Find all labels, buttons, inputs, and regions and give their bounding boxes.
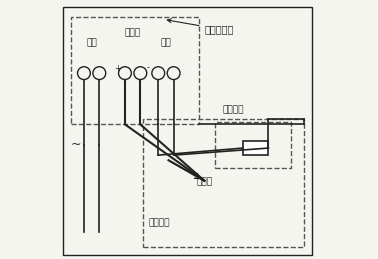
Text: -: - — [147, 63, 150, 73]
Text: 热电偶: 热电偶 — [197, 177, 213, 186]
Text: ~: ~ — [71, 138, 82, 151]
Text: 控制器背面: 控制器背面 — [167, 19, 234, 34]
Text: +: + — [114, 63, 121, 73]
FancyBboxPatch shape — [243, 141, 268, 155]
Text: 电热元件: 电热元件 — [222, 105, 244, 114]
Text: 电炉: 电炉 — [161, 39, 171, 47]
Text: 电源: 电源 — [86, 39, 97, 47]
Text: 热电偶: 热电偶 — [125, 28, 141, 37]
Text: 高温电炉: 高温电炉 — [148, 218, 169, 227]
